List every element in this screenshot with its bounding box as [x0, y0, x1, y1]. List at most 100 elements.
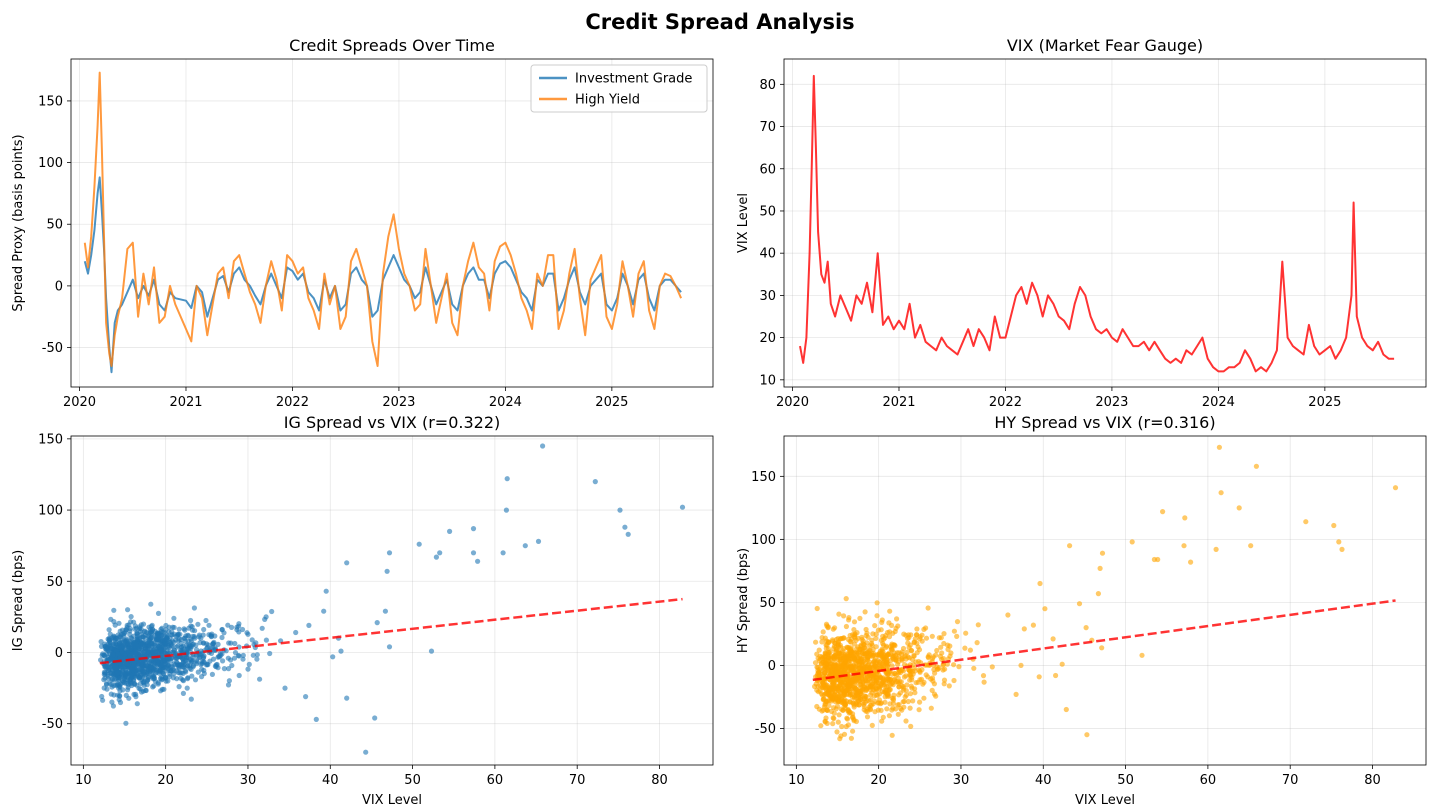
scatter-point	[877, 691, 883, 697]
scatter-point	[835, 640, 841, 646]
scatter-point	[228, 657, 234, 663]
x-tick-label: 50	[404, 773, 421, 788]
scatter-point	[907, 705, 913, 711]
plot-area	[799, 74, 1395, 373]
scatter-point	[875, 627, 882, 633]
scatter-point	[818, 723, 824, 729]
scatter-point	[592, 479, 598, 485]
scatter-point	[169, 643, 176, 649]
scatter-point	[836, 697, 842, 704]
y-tick-label: 50	[759, 596, 776, 611]
scatter-point	[201, 626, 207, 633]
scatter-point	[849, 665, 855, 672]
scatter-point	[835, 719, 841, 725]
scatter-point	[954, 633, 960, 640]
scatter-point	[887, 608, 893, 614]
scatter-point	[948, 650, 954, 656]
scatter-point	[249, 637, 255, 643]
x-tick-label: 2023	[382, 395, 415, 410]
scatter-point	[1042, 606, 1048, 612]
scatter-point	[855, 658, 861, 664]
scatter-point	[902, 694, 908, 700]
scatter-point	[867, 666, 873, 672]
scatter-point	[915, 644, 921, 650]
scatter-point	[522, 543, 528, 549]
scatter-point	[842, 697, 848, 703]
scatter-point	[880, 640, 886, 647]
scatter-point	[887, 682, 894, 688]
scatter-point	[1216, 444, 1222, 450]
scatter-point	[239, 626, 246, 633]
scatter-point	[847, 699, 853, 705]
scatter-point	[176, 626, 182, 632]
legend-box	[530, 64, 708, 113]
scatter-point	[240, 656, 246, 662]
scatter-point	[185, 663, 191, 669]
scatter-point	[254, 652, 260, 658]
scatter-point	[869, 702, 875, 708]
x-tick-label: 2025	[595, 395, 628, 410]
scatter-point	[185, 632, 191, 638]
scatter-point	[895, 702, 901, 708]
scatter-point	[843, 664, 849, 670]
scatter-point	[470, 550, 477, 556]
scatter-point	[240, 652, 246, 659]
y-tick-label: 150	[38, 94, 63, 109]
scatter-point	[225, 682, 232, 688]
scatter-point	[974, 640, 980, 646]
scatter-point	[159, 661, 165, 668]
scatter-point	[899, 655, 905, 661]
scatter-point	[330, 654, 336, 660]
scatter-point	[1097, 565, 1103, 572]
scatter-point	[956, 664, 962, 670]
scatter-point	[913, 680, 919, 686]
scatter-point	[1053, 672, 1059, 679]
scatter-point	[820, 707, 826, 713]
scatter-point	[127, 631, 133, 638]
scatter-point	[1218, 490, 1224, 496]
scatter-point	[155, 610, 162, 617]
scatter-point	[858, 696, 864, 703]
scatter-point	[873, 644, 879, 650]
subplot-1: 2020 2021 2022 2023 2024 2025 -50 0 50 100 150 Cred…	[11, 36, 714, 410]
scatter-point	[134, 658, 140, 664]
scatter-point	[951, 677, 957, 684]
scatter-point	[917, 669, 923, 675]
figure-title: Credit Spread Analysis	[585, 10, 855, 34]
scatter-point	[941, 631, 947, 637]
scatter-point	[433, 554, 439, 560]
y-tick-label: 30	[759, 289, 776, 304]
scatter-point	[115, 681, 121, 687]
scatter-point	[127, 653, 133, 660]
scatter-point	[938, 635, 944, 641]
scatter-point	[933, 693, 939, 699]
scatter-point	[107, 631, 113, 637]
scatter-point	[909, 685, 915, 691]
scatter-point	[893, 706, 899, 712]
x-tick-label: 10	[75, 773, 92, 788]
scatter-point	[679, 504, 686, 510]
x-tick-label: 2020	[776, 395, 809, 410]
scatter-point	[101, 685, 107, 691]
scatter-point	[873, 635, 879, 642]
scatter-point	[1018, 662, 1024, 669]
scatter-point	[1013, 691, 1019, 698]
scatter-point	[117, 675, 123, 681]
scatter-point	[183, 669, 189, 675]
scatter-point	[860, 641, 866, 647]
scatter-point	[857, 679, 863, 685]
scatter-point	[895, 661, 901, 668]
scatter-point	[894, 616, 900, 622]
scatter-point	[111, 607, 117, 613]
y-tick-label: 100	[38, 504, 63, 519]
scatter-point	[847, 692, 853, 698]
axes-frame	[783, 435, 1427, 766]
scatter-point	[108, 691, 114, 697]
scatter-point	[1303, 519, 1309, 525]
scatter-point	[382, 608, 388, 614]
x-tick-label: 2020	[63, 395, 96, 410]
scatter-point	[838, 661, 844, 667]
scatter-point	[228, 640, 234, 646]
